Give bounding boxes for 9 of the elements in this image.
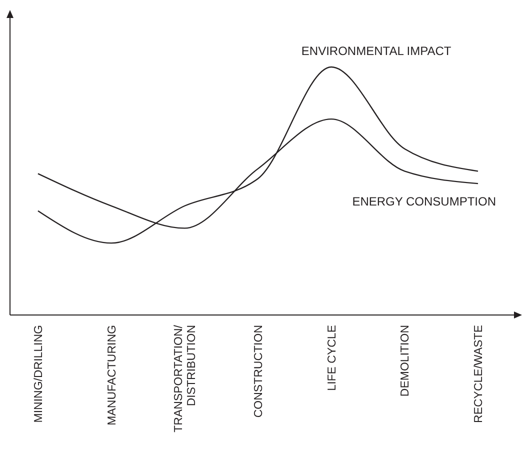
x-tick-label: RECYCLE/WASTE — [473, 324, 485, 423]
x-tick-label: MANUFACTURING — [106, 324, 118, 426]
x-tick-label: CONSTRUCTION — [253, 325, 265, 418]
x-tick-label: DEMOLITION — [400, 325, 412, 397]
x-tick-label: MINING/DRILLING — [33, 324, 45, 423]
series-label: ENERGY CONSUMPTION — [352, 194, 496, 209]
series-label: ENVIRONMENTAL IMPACT — [301, 44, 452, 58]
x-tick-label: TRANSPORTATION/ DISTRIBUTION — [173, 324, 198, 432]
x-tick-label: LIFE CYCLE — [326, 324, 338, 391]
